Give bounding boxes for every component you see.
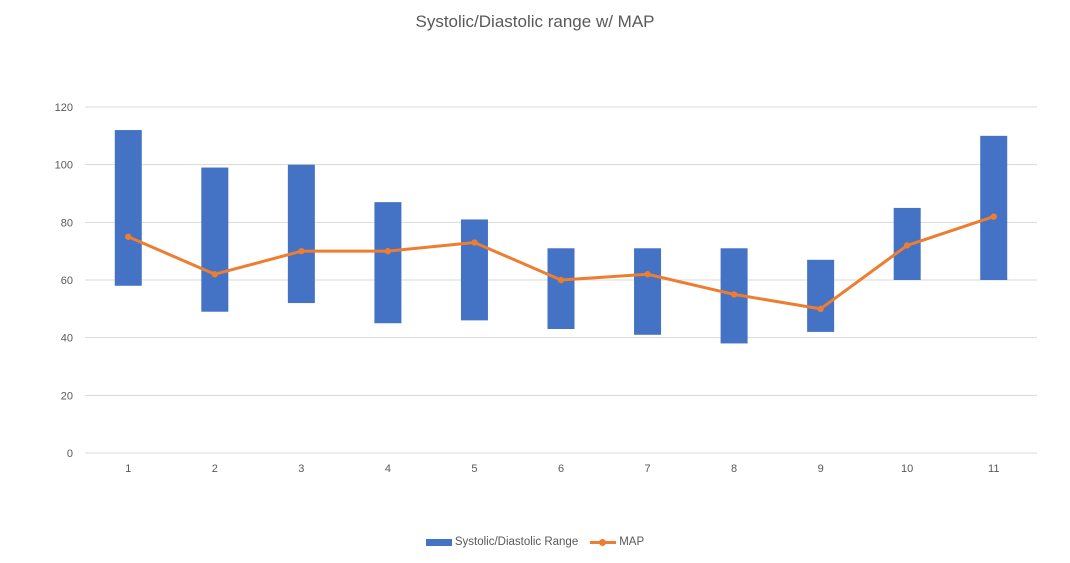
range-bar-6 (547, 248, 575, 330)
x-tick-label-4: 4 (385, 463, 391, 475)
x-tick-label-5: 5 (471, 463, 477, 475)
map-point-6 (557, 276, 565, 284)
range-bar-1 (114, 130, 142, 286)
range-bar-11 (980, 135, 1008, 280)
x-tick-label-6: 6 (558, 463, 564, 475)
legend-item-map[interactable]: MAP (590, 536, 644, 548)
range-bar-9 (807, 259, 835, 332)
map-point-7 (644, 271, 651, 278)
y-tick-label-20: 20 (61, 390, 73, 402)
y-tick-label-40: 40 (61, 333, 73, 345)
map-point-4 (384, 247, 392, 255)
y-tick-label-120: 120 (55, 102, 73, 114)
range-bar-5 (460, 219, 488, 321)
map-point-1 (125, 233, 132, 240)
x-tick-label-1: 1 (125, 463, 131, 475)
map-point-3 (298, 247, 305, 255)
legend: Systolic/Diastolic Range MAP (0, 536, 1070, 548)
map-point-2 (211, 271, 219, 278)
map-point-10 (903, 242, 911, 249)
x-tick-label-8: 8 (731, 463, 737, 475)
x-tick-label-10: 10 (901, 463, 913, 475)
x-tick-label-11: 11 (988, 463, 999, 475)
range-bar-4 (374, 202, 402, 324)
legend-swatch-map (590, 538, 617, 546)
x-tick-label-9: 9 (818, 463, 824, 475)
y-tick-label-60: 60 (61, 275, 73, 287)
range-bar-7 (634, 248, 662, 335)
map-point-9 (817, 305, 824, 313)
legend-marker-map (599, 538, 607, 546)
range-bar-2 (201, 167, 229, 312)
map-point-11 (990, 213, 997, 220)
map-point-5 (471, 239, 478, 246)
y-tick-label-80: 80 (61, 217, 73, 229)
range-bar-3 (287, 164, 315, 304)
map-point-8 (730, 291, 738, 298)
x-tick-label-7: 7 (644, 463, 650, 475)
legend-label-map: MAP (619, 536, 645, 548)
chart-title: Systolic/Diastolic range w/ MAP (415, 12, 655, 31)
x-tick-label-3: 3 (298, 463, 304, 475)
legend-item-range[interactable]: Systolic/Diastolic Range (425, 536, 579, 548)
y-tick-label-100: 100 (55, 160, 73, 172)
legend-label-range: Systolic/Diastolic Range (454, 536, 579, 548)
legend-swatch-range (425, 538, 452, 546)
x-tick-label-2: 2 (212, 463, 218, 475)
y-tick-label-0: 0 (67, 448, 73, 460)
